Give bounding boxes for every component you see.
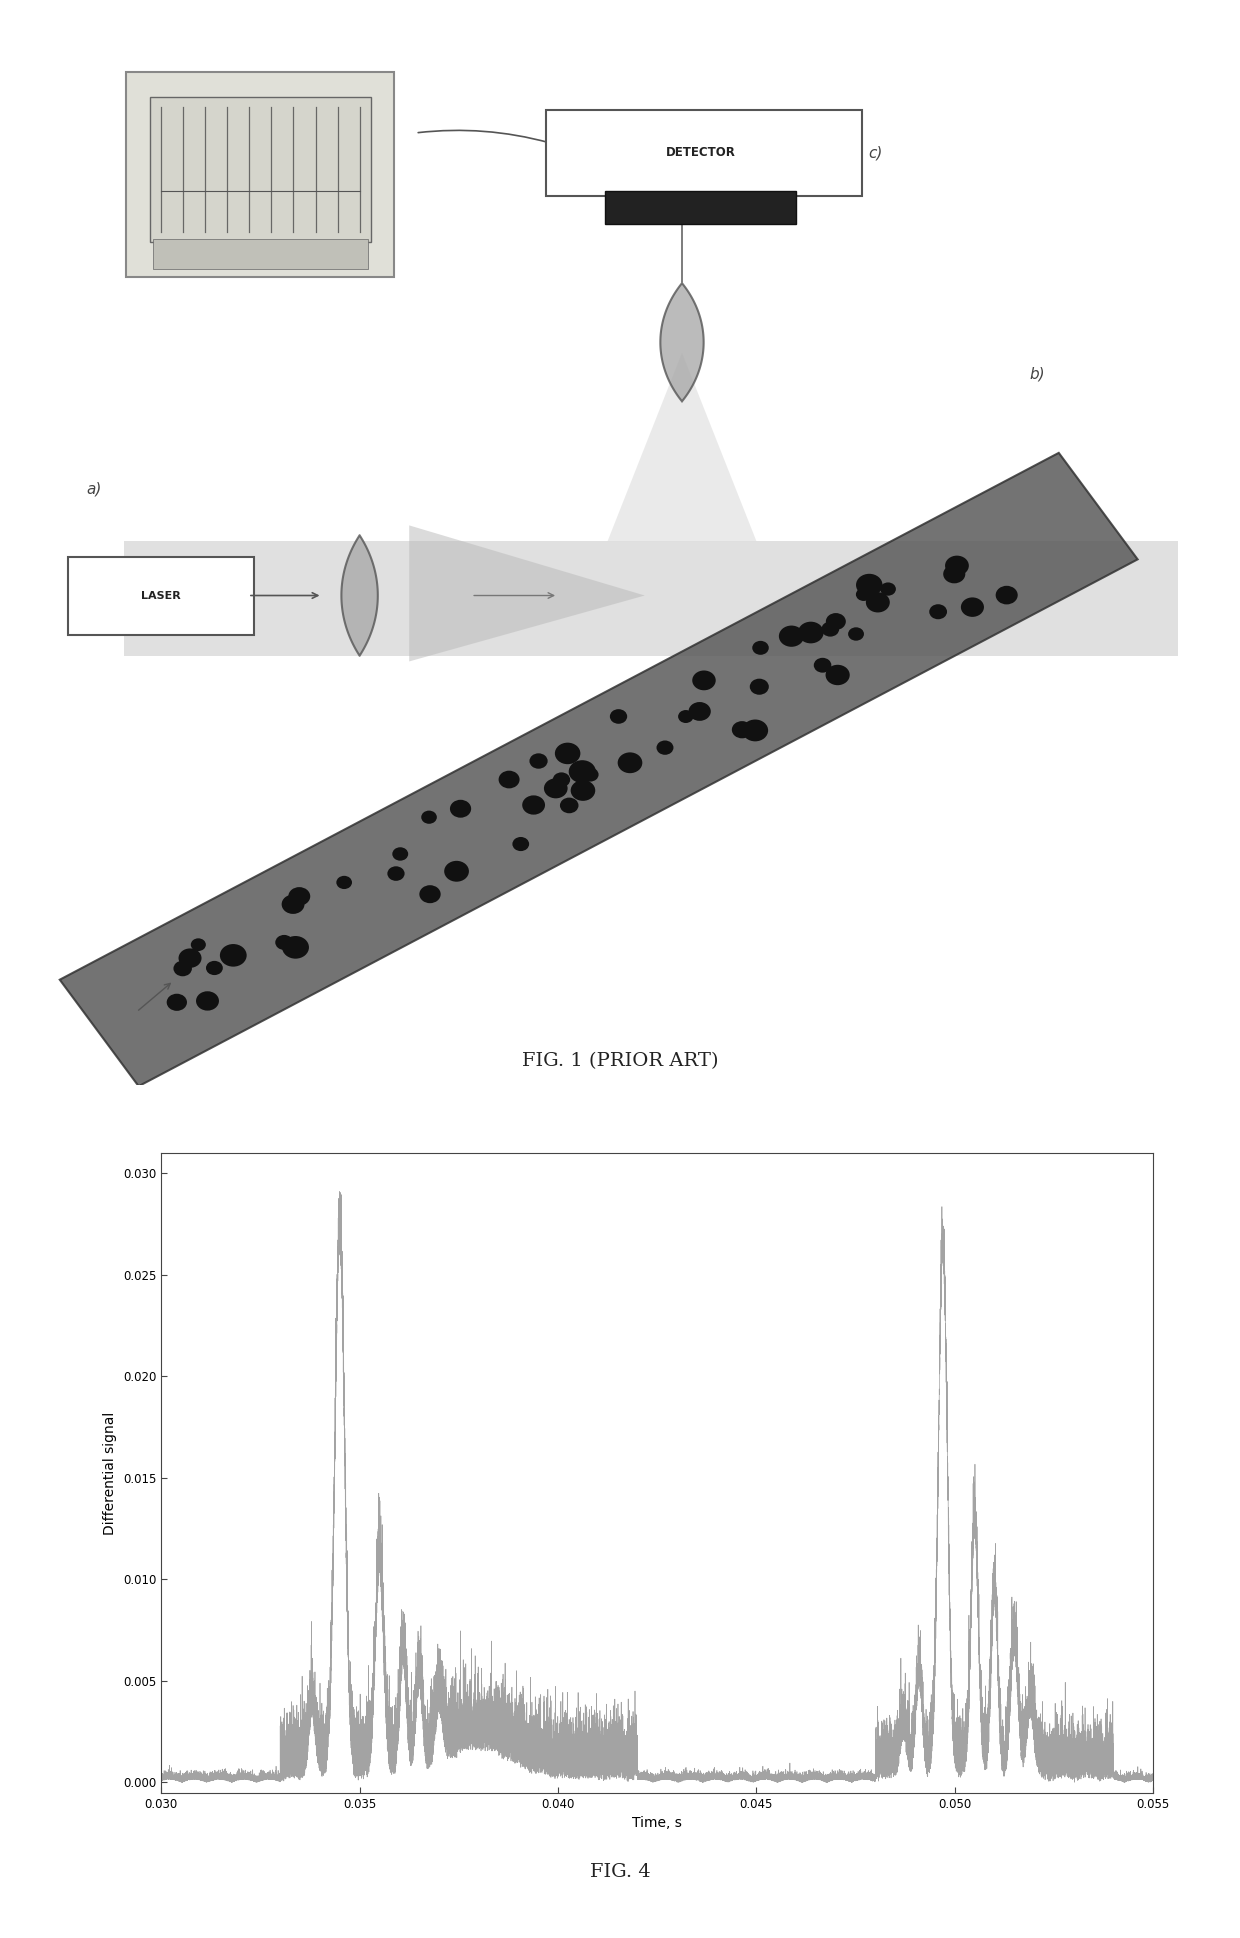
Text: FIG. 4: FIG. 4	[590, 1862, 650, 1882]
Circle shape	[944, 564, 965, 583]
Circle shape	[945, 556, 968, 576]
Circle shape	[522, 795, 546, 814]
Circle shape	[281, 895, 305, 915]
Circle shape	[880, 583, 897, 595]
FancyBboxPatch shape	[68, 556, 254, 636]
Circle shape	[678, 709, 693, 723]
FancyBboxPatch shape	[153, 238, 368, 269]
Text: FIG. 1 (PRIOR ART): FIG. 1 (PRIOR ART)	[522, 1052, 718, 1070]
FancyBboxPatch shape	[546, 110, 862, 196]
Circle shape	[289, 888, 310, 905]
Circle shape	[750, 678, 769, 694]
Text: b): b)	[1029, 366, 1045, 382]
Circle shape	[618, 752, 642, 773]
Circle shape	[275, 934, 293, 950]
Polygon shape	[341, 535, 378, 655]
Y-axis label: Differential signal: Differential signal	[103, 1411, 118, 1535]
Circle shape	[569, 760, 596, 783]
Circle shape	[387, 866, 404, 882]
Circle shape	[996, 585, 1018, 605]
Circle shape	[179, 948, 202, 967]
Circle shape	[191, 938, 206, 952]
Circle shape	[553, 773, 570, 787]
Text: c): c)	[868, 145, 883, 161]
Circle shape	[444, 860, 469, 882]
Circle shape	[826, 665, 849, 686]
FancyBboxPatch shape	[126, 72, 394, 277]
Text: DETECTOR: DETECTOR	[666, 147, 735, 159]
Circle shape	[929, 605, 947, 620]
Circle shape	[692, 671, 715, 690]
Circle shape	[848, 628, 864, 641]
Circle shape	[743, 719, 768, 742]
Circle shape	[866, 593, 890, 612]
Circle shape	[570, 781, 595, 800]
Circle shape	[732, 721, 753, 738]
FancyBboxPatch shape	[150, 97, 371, 242]
Circle shape	[529, 754, 548, 769]
Circle shape	[688, 702, 711, 721]
Polygon shape	[409, 525, 645, 661]
Text: a): a)	[87, 481, 102, 496]
Circle shape	[450, 800, 471, 818]
Circle shape	[206, 961, 223, 975]
Circle shape	[336, 876, 352, 890]
Circle shape	[560, 798, 579, 814]
Circle shape	[582, 767, 599, 781]
Circle shape	[821, 622, 839, 636]
Circle shape	[656, 740, 673, 754]
Circle shape	[554, 742, 580, 764]
Circle shape	[419, 886, 440, 903]
Circle shape	[544, 779, 568, 798]
Text: LASER: LASER	[141, 591, 181, 601]
Polygon shape	[124, 541, 1178, 657]
Circle shape	[813, 657, 831, 672]
Circle shape	[196, 990, 219, 1010]
Circle shape	[961, 597, 985, 616]
Circle shape	[753, 641, 769, 655]
Circle shape	[856, 587, 872, 601]
Circle shape	[174, 961, 192, 977]
Polygon shape	[661, 283, 703, 401]
X-axis label: Time, s: Time, s	[632, 1816, 682, 1829]
Circle shape	[422, 810, 436, 824]
Circle shape	[219, 944, 247, 967]
Polygon shape	[60, 453, 1137, 1085]
Circle shape	[498, 771, 520, 789]
Circle shape	[512, 837, 529, 851]
Circle shape	[281, 936, 309, 959]
Circle shape	[392, 847, 408, 860]
Polygon shape	[608, 353, 756, 541]
FancyBboxPatch shape	[605, 190, 796, 225]
Circle shape	[166, 994, 187, 1012]
Circle shape	[856, 574, 883, 597]
Circle shape	[799, 622, 823, 643]
Circle shape	[779, 626, 804, 647]
Circle shape	[826, 612, 846, 630]
Circle shape	[610, 709, 627, 723]
